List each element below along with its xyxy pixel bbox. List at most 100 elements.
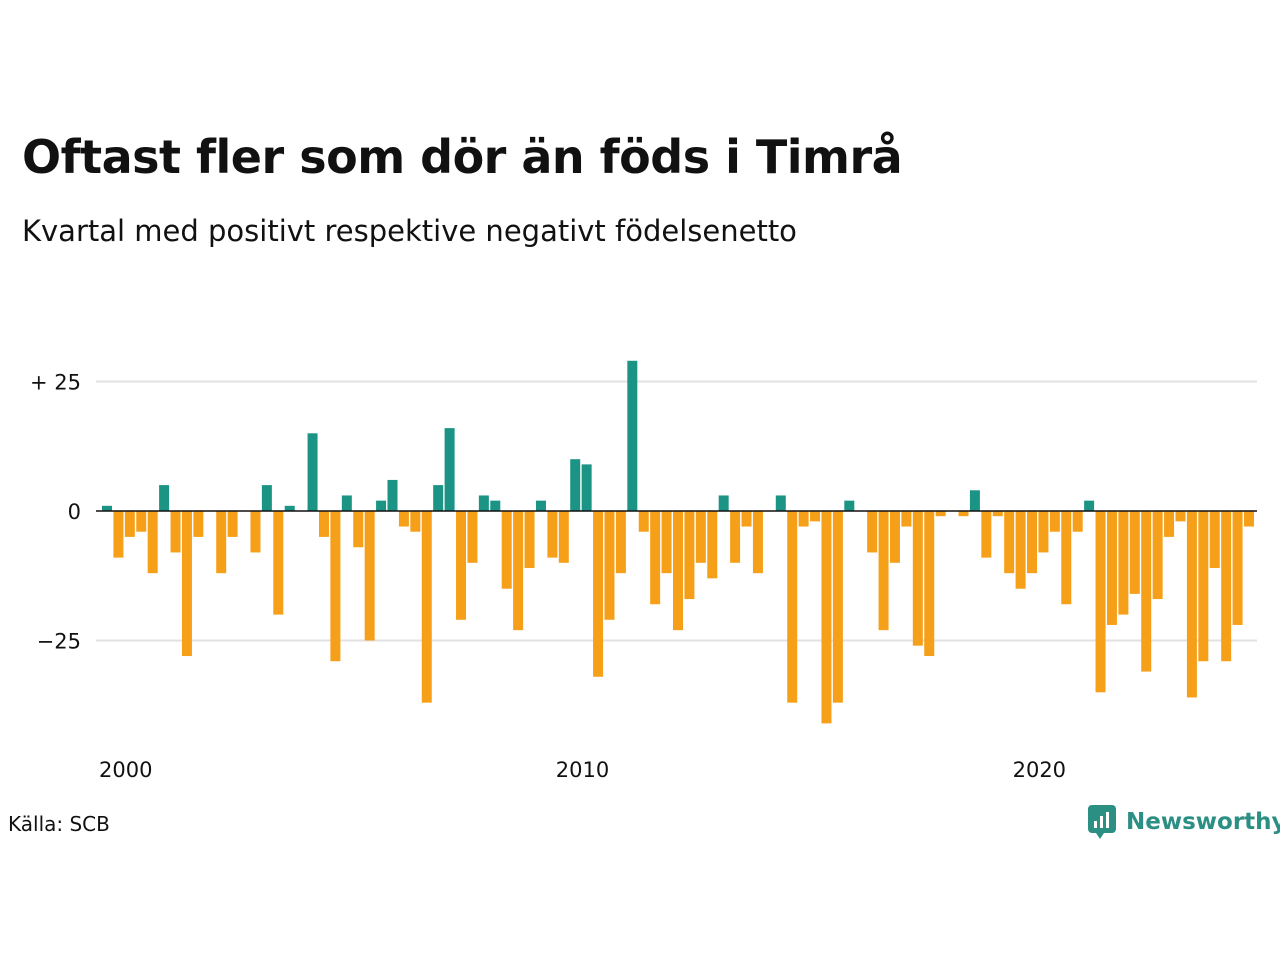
- bar-negative: [513, 511, 524, 631]
- bar-negative: [353, 511, 364, 548]
- bar-negative: [1141, 511, 1152, 672]
- bar-negative: [1175, 511, 1186, 522]
- bar-positive: [433, 485, 444, 511]
- bar-negative: [1072, 511, 1083, 532]
- bar-negative: [1186, 511, 1197, 698]
- bar-negative: [330, 511, 341, 662]
- chart-title: Oftast fler som dör än föds i Timrå: [22, 130, 903, 184]
- bar-negative: [1095, 511, 1106, 693]
- bar-negative: [912, 511, 923, 646]
- bar-negative: [467, 511, 478, 563]
- bar-negative: [124, 511, 135, 537]
- bar-negative: [615, 511, 626, 574]
- bar-positive: [1084, 500, 1095, 511]
- bar-positive: [775, 495, 786, 511]
- bar-negative: [1015, 511, 1026, 589]
- brand-name: Newsworthy: [1126, 809, 1280, 835]
- bar-positive: [490, 500, 501, 511]
- bar-negative: [684, 511, 695, 600]
- bar-positive: [284, 505, 295, 511]
- bar-negative: [992, 511, 1003, 517]
- y-tick-label: 0: [68, 500, 81, 524]
- bar-negative: [867, 511, 878, 553]
- bar-negative: [1232, 511, 1243, 625]
- bar-positive: [718, 495, 729, 511]
- bar-negative: [821, 511, 832, 724]
- x-tick-label: 2020: [1013, 758, 1066, 782]
- bar-positive: [261, 485, 272, 511]
- bar-negative: [147, 511, 158, 574]
- chart-subtitle: Kvartal med positivt respektive negativt…: [22, 214, 797, 248]
- bar-negative: [1164, 511, 1175, 537]
- bar-negative: [1221, 511, 1232, 662]
- bar-negative: [273, 511, 284, 615]
- x-tick-label: 2000: [99, 758, 152, 782]
- bar-negative: [958, 511, 969, 517]
- bar-negative: [398, 511, 409, 527]
- bar-negative: [604, 511, 615, 620]
- bar-negative: [924, 511, 935, 657]
- bar-negative: [798, 511, 809, 527]
- bar-negative: [707, 511, 718, 579]
- bar-positive: [376, 500, 387, 511]
- bar-negative: [364, 511, 375, 641]
- bar-negative: [193, 511, 204, 537]
- bar-positive: [307, 433, 318, 511]
- x-tick-label: 2010: [556, 758, 609, 782]
- bar-negative: [1152, 511, 1163, 600]
- bar-negative: [216, 511, 227, 574]
- bar-negative: [250, 511, 261, 553]
- bar-negative: [501, 511, 512, 589]
- bar-negative: [524, 511, 535, 568]
- bar-negative: [810, 511, 821, 522]
- bar-positive: [159, 485, 170, 511]
- bar-positive: [387, 479, 398, 511]
- bar-negative: [410, 511, 421, 532]
- bar-negative: [547, 511, 558, 558]
- newsworthy-icon: [1088, 805, 1116, 839]
- bar-negative: [456, 511, 467, 620]
- bar-negative: [832, 511, 843, 703]
- bar-negative: [878, 511, 889, 631]
- bar-negative: [1061, 511, 1072, 605]
- y-tick-label: + 25: [30, 371, 81, 395]
- bar-negative: [181, 511, 192, 657]
- bar-positive: [341, 495, 352, 511]
- bar-positive: [535, 500, 546, 511]
- bar-negative: [673, 511, 683, 631]
- bar-negative: [1027, 511, 1038, 574]
- bar-negative: [1038, 511, 1049, 553]
- bar-negative: [741, 511, 752, 527]
- bar-negative: [227, 511, 238, 537]
- bar-negative: [638, 511, 649, 532]
- bar-negative: [1244, 511, 1254, 527]
- bar-positive: [478, 495, 489, 511]
- bar-negative: [421, 511, 432, 703]
- bar-negative: [170, 511, 181, 553]
- bar-negative: [1129, 511, 1140, 594]
- bar-negative: [558, 511, 569, 563]
- bar-negative: [730, 511, 741, 563]
- bar-negative: [935, 511, 946, 517]
- bar-positive: [444, 428, 455, 511]
- bar-positive: [102, 505, 112, 511]
- bar-negative: [1049, 511, 1060, 532]
- source-note: Källa: SCB: [8, 812, 110, 836]
- bar-negative: [318, 511, 329, 537]
- bar-negative: [661, 511, 672, 574]
- y-tick-label: −25: [37, 630, 81, 654]
- bar-negative: [889, 511, 900, 563]
- bar-negative: [1004, 511, 1015, 574]
- bar-negative: [113, 511, 124, 558]
- bar-negative: [1209, 511, 1220, 568]
- bar-negative: [752, 511, 763, 574]
- bar-negative: [901, 511, 912, 527]
- bar-positive: [570, 459, 581, 511]
- bar-negative: [650, 511, 661, 605]
- bar-negative: [787, 511, 798, 703]
- bar-chart: + 25 0 −25 2000 2010 2020: [30, 360, 1257, 782]
- bar-positive: [581, 464, 592, 511]
- bar-negative: [1106, 511, 1117, 625]
- newsworthy-logo: Newsworthy: [1087, 804, 1280, 840]
- bar-negative: [981, 511, 992, 558]
